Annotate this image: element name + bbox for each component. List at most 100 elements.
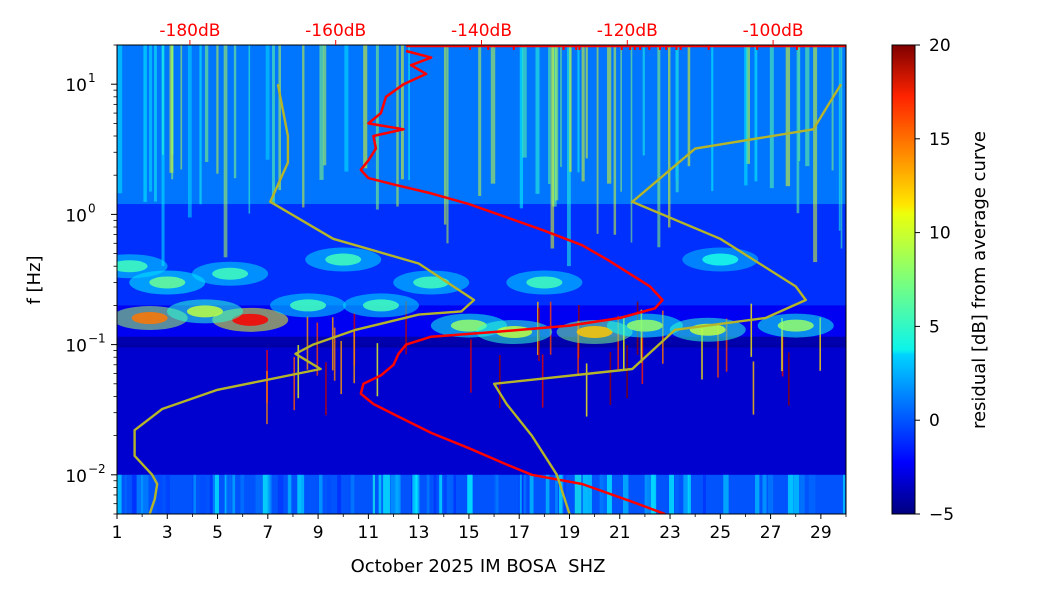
y-tick-label: 10	[65, 467, 87, 487]
heatmap-floor-cell	[599, 474, 604, 514]
series-line-1	[359, 49, 666, 514]
heatmap-stripe	[204, 45, 209, 163]
colorbar-tick-label: −5	[929, 505, 954, 525]
y-tick-exponent: 1	[88, 71, 96, 85]
x-tick-label: 19	[559, 523, 581, 543]
heatmap-floor-cell	[382, 474, 390, 514]
heatmap-floor-cell	[622, 474, 629, 514]
heatmap-spike	[623, 316, 625, 370]
heatmap-floor-cell	[262, 474, 270, 514]
heatmap-floor-cell	[350, 474, 355, 514]
heatmap-floor-cell	[267, 474, 272, 514]
heatmap-floor-cell	[412, 474, 418, 514]
colorbar-tick-label: 15	[929, 130, 951, 150]
heatmap-floor-cell	[674, 474, 679, 514]
heatmap-stripe	[216, 45, 219, 174]
heatmap-stripe	[796, 45, 800, 214]
heatmap-stripe	[769, 45, 774, 189]
heatmap-floor-cell	[644, 474, 650, 514]
heatmap-stripe	[344, 45, 349, 172]
y-tick-exponent: −1	[88, 332, 106, 346]
heatmap-blob-core	[232, 313, 269, 326]
heatmap-stripe	[363, 45, 368, 169]
y-tick-label: 10	[65, 76, 87, 96]
heatmap-stripe	[596, 45, 599, 234]
heatmap-stripe	[199, 45, 202, 205]
heatmap-spike	[353, 330, 356, 384]
heatmap-stripe	[798, 45, 801, 162]
colorbar-ticks: −5 0 5 10 15 20	[915, 36, 954, 525]
heatmap-stripe	[554, 45, 559, 201]
heatmap-floor-cell	[723, 474, 729, 514]
x-tick-label: 7	[262, 523, 273, 543]
top-edge-mark	[679, 45, 682, 50]
y-tick-label: 10	[65, 206, 87, 226]
heatmap-stripe	[161, 45, 164, 155]
heatmap-floor-cell	[523, 474, 526, 514]
heatmap-blob-core	[413, 276, 450, 289]
heatmap-spike	[306, 316, 309, 370]
heatmap-floor-cell	[443, 474, 449, 514]
heatmap-spike	[470, 339, 472, 393]
colorbar-tick-label: 10	[929, 224, 951, 244]
heatmap-floor-cell	[678, 474, 684, 514]
heatmap-floor-cell	[255, 474, 263, 514]
heatmap-blob-core	[576, 325, 613, 338]
heatmap-stripe	[149, 45, 153, 192]
heatmap-spike	[752, 361, 755, 415]
heatmap-stripe	[233, 45, 237, 179]
heatmap-floor-cell	[799, 474, 805, 514]
heatmap-stripe	[400, 45, 404, 180]
colorbar-label: residual [dB] from average curve	[969, 131, 990, 429]
heatmap-floor-cell	[372, 474, 376, 514]
heatmap-stripe	[319, 45, 324, 180]
heatmap-spike	[641, 330, 644, 384]
heatmap-spike	[585, 363, 588, 417]
heatmap-stripe	[180, 45, 183, 170]
heatmap-floor-cell	[574, 474, 582, 514]
heatmap-floor-cell	[554, 474, 558, 514]
heatmap-floor-cell	[793, 474, 800, 514]
top-edge-mark	[707, 45, 710, 50]
heatmap-stripe	[278, 45, 282, 191]
heatmap-stripe	[302, 45, 305, 208]
heatmap-floor-cell	[297, 474, 305, 514]
heatmap-spike	[331, 317, 334, 371]
heatmap-floor-cell	[495, 474, 499, 514]
colorbar-tick-label: 0	[929, 411, 940, 431]
heatmap-spike	[376, 343, 379, 397]
top-tick-label: -120dB	[597, 21, 658, 41]
top-edge-mark	[648, 45, 651, 50]
heatmap-spike	[333, 327, 336, 381]
heatmap-floor-cell	[808, 474, 816, 514]
x-axis-label: October 2025 IM BOSA SHZ	[351, 556, 606, 577]
heatmap-floor-cell	[582, 474, 589, 514]
heatmap-blob-core	[117, 260, 148, 273]
heatmap-stripe	[687, 45, 691, 167]
heatmap-spike	[617, 316, 619, 370]
x-tick-label: 23	[659, 523, 681, 543]
heatmap-spike	[340, 340, 342, 395]
heatmap-stripe	[535, 45, 540, 194]
top-edge-mark	[620, 45, 623, 50]
heatmap-blob-core	[186, 305, 223, 318]
heatmap-floor-cell	[337, 474, 342, 514]
x-tick-label: 9	[313, 523, 324, 543]
heatmap-spike	[498, 355, 501, 409]
colorbar-tick-label: 5	[929, 317, 940, 337]
heatmap-stripe	[813, 45, 818, 263]
heatmap-floor-cell	[519, 474, 522, 514]
heatmap-floor-cell	[762, 474, 767, 514]
heatmap-floor-cell	[588, 474, 592, 514]
heatmap-stripe	[446, 45, 449, 244]
heatmap-blob-core	[777, 319, 814, 332]
heatmap-floor-cell	[669, 474, 675, 514]
heatmap-spike	[626, 344, 628, 399]
heatmap-floor-cell	[702, 474, 706, 514]
top-edge-mark	[578, 45, 581, 50]
heatmap-floor-cell	[687, 474, 691, 514]
heatmap-floor-cell	[395, 474, 401, 514]
x-tick-label: 5	[212, 523, 223, 543]
top-edge-mark	[487, 45, 490, 50]
top-edge-mark	[629, 45, 632, 50]
